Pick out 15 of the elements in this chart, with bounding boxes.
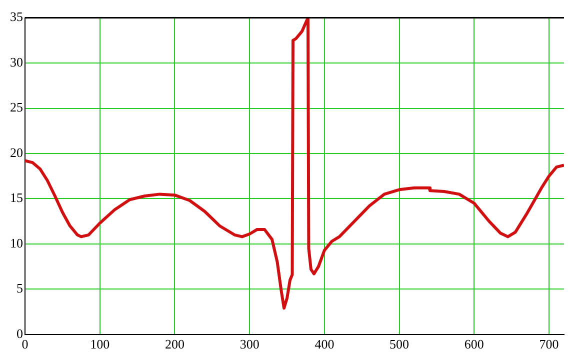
x-tick-label: 200 <box>164 336 184 352</box>
y-tick-label: 35 <box>10 9 23 24</box>
x-tick-label: 300 <box>240 336 260 352</box>
y-tick-label: 15 <box>10 190 23 206</box>
x-tick-label: 400 <box>314 336 334 352</box>
x-tick-label: 100 <box>90 336 110 352</box>
y-tick-label: 20 <box>10 144 23 160</box>
x-tick-label: 500 <box>390 336 410 352</box>
x-tick-label: 600 <box>464 336 484 352</box>
y-tick-label: 30 <box>10 54 23 70</box>
x-tick-label: 700 <box>539 336 559 352</box>
y-tick-label: 25 <box>10 100 23 115</box>
y-tick-label: 10 <box>10 235 23 250</box>
y-tick-label: 5 <box>16 280 23 296</box>
y-tick-label: 0 <box>16 326 23 341</box>
